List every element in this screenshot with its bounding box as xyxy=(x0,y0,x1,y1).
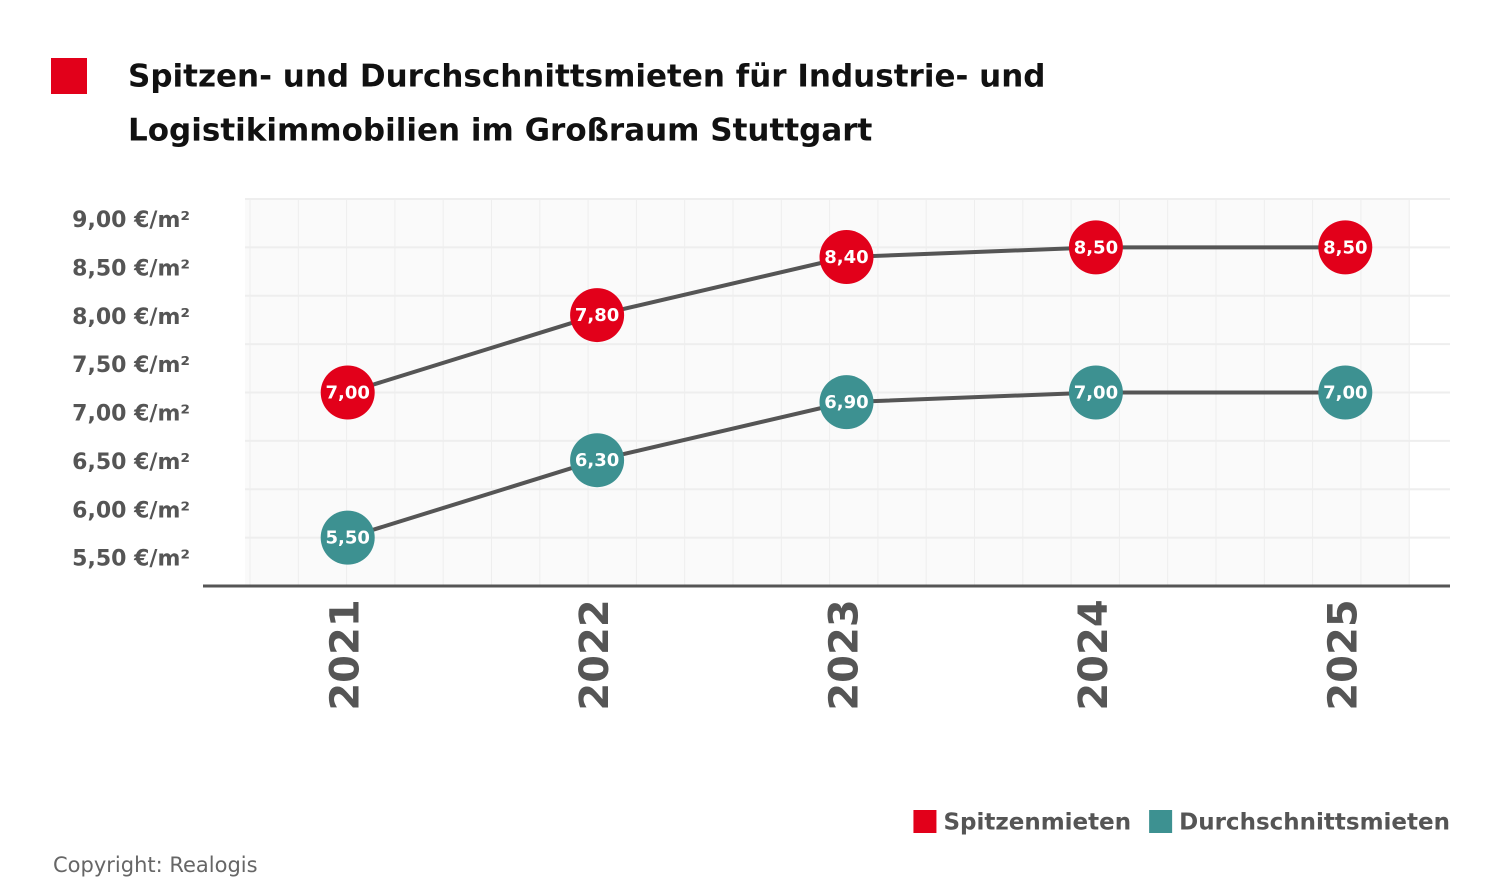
data-point xyxy=(1068,365,1123,420)
legend-swatch xyxy=(913,810,937,833)
data-point xyxy=(320,365,375,420)
x-tick-label: 2021 xyxy=(323,599,369,710)
x-tick-label: 2024 xyxy=(1071,599,1117,710)
data-point xyxy=(1318,365,1373,420)
data-label: 6,30 xyxy=(575,450,619,471)
y-tick-label: 9,00 €/m² xyxy=(72,208,190,233)
y-tick-label: 7,00 €/m² xyxy=(72,402,190,427)
title-marker xyxy=(51,58,87,94)
y-tick-label: 8,50 €/m² xyxy=(72,256,190,281)
x-tick-label: 2023 xyxy=(822,599,868,710)
chart-title: Logistikimmobilien im Großraum Stuttgart xyxy=(128,113,873,149)
data-label: 5,50 xyxy=(325,528,369,549)
data-label: 7,00 xyxy=(325,383,369,404)
data-point xyxy=(819,230,874,285)
data-label: 8,50 xyxy=(1323,237,1367,258)
data-label: 6,90 xyxy=(824,392,868,413)
legend-swatch xyxy=(1149,810,1173,833)
legend-label: Durchschnittsmieten xyxy=(1179,810,1450,836)
data-label: 7,80 xyxy=(575,305,619,326)
x-tick-label: 2022 xyxy=(572,599,618,710)
data-point xyxy=(320,510,375,565)
data-label: 7,00 xyxy=(1074,383,1118,404)
chart-title: Spitzen- und Durchschnittsmieten für Ind… xyxy=(128,59,1045,95)
data-point xyxy=(1068,220,1123,275)
data-point xyxy=(570,433,625,488)
data-label: 8,40 xyxy=(824,247,868,268)
y-tick-label: 7,50 €/m² xyxy=(72,353,190,378)
data-point xyxy=(1318,220,1373,275)
data-point xyxy=(570,288,625,343)
y-tick-label: 8,00 €/m² xyxy=(72,305,190,330)
source: Copyright: Realogis xyxy=(53,853,258,877)
data-label: 8,50 xyxy=(1074,237,1118,258)
legend-label: Spitzenmieten xyxy=(943,810,1131,836)
x-tick-label: 2025 xyxy=(1320,599,1366,710)
y-tick-label: 6,00 €/m² xyxy=(72,498,190,523)
data-point xyxy=(819,375,874,430)
y-tick-label: 6,50 €/m² xyxy=(72,450,190,475)
y-tick-label: 5,50 €/m² xyxy=(72,547,190,572)
data-label: 7,00 xyxy=(1323,383,1367,404)
